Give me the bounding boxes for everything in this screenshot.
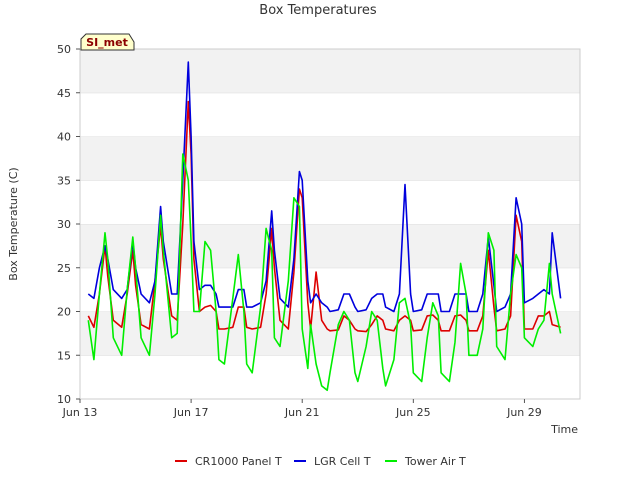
- legend-label-1: CR1000 Panel T: [195, 455, 282, 468]
- legend-label-2: LGR Cell T: [314, 455, 371, 468]
- station-badge-label: SI_met: [86, 36, 128, 49]
- grid-band: [80, 224, 580, 268]
- grid-band: [80, 92, 580, 137]
- x-tick-label: Jun 17: [173, 406, 209, 419]
- grid-band: [80, 136, 580, 181]
- y-axis-label: Box Temperature (C): [7, 167, 20, 280]
- series-lines: [87, 61, 562, 392]
- y-tick-label: 45: [57, 87, 71, 100]
- x-tick-label: Jun 29: [506, 406, 542, 419]
- x-tick-label: Jun 21: [284, 406, 320, 419]
- y-tick-label: 20: [57, 306, 71, 319]
- y-tick-label: 40: [57, 131, 71, 144]
- x-tick-label: Jun 25: [395, 406, 431, 419]
- station-badge: SI_met: [80, 33, 135, 51]
- x-tick-label: Jun 13: [62, 406, 98, 419]
- plot-background: [80, 48, 580, 399]
- x-axis-label: Time: [550, 423, 578, 436]
- chart-title: Box Temperatures: [259, 3, 377, 18]
- y-tick-label: 30: [57, 218, 71, 231]
- legend-label-3: Tower Air T: [404, 455, 466, 468]
- grid-band: [80, 180, 580, 224]
- x-axis: Jun 13 Jun 17 Jun 21 Jun 25 Jun 29: [62, 399, 542, 419]
- y-tick-label: 15: [57, 349, 71, 362]
- y-tick-label: 25: [57, 262, 71, 275]
- y-tick-label: 10: [57, 393, 71, 406]
- series-line-3: [87, 153, 562, 392]
- y-tick-label: 50: [57, 43, 71, 56]
- grid-band: [80, 311, 580, 356]
- y-axis: 10 15 20 25 30 35 40 45 50: [57, 43, 80, 406]
- legend: CR1000 Panel T LGR Cell T Tower Air T: [175, 455, 466, 468]
- y-tick-label: 35: [57, 174, 71, 187]
- series-line-2: [87, 61, 562, 313]
- grid-band: [80, 49, 580, 93]
